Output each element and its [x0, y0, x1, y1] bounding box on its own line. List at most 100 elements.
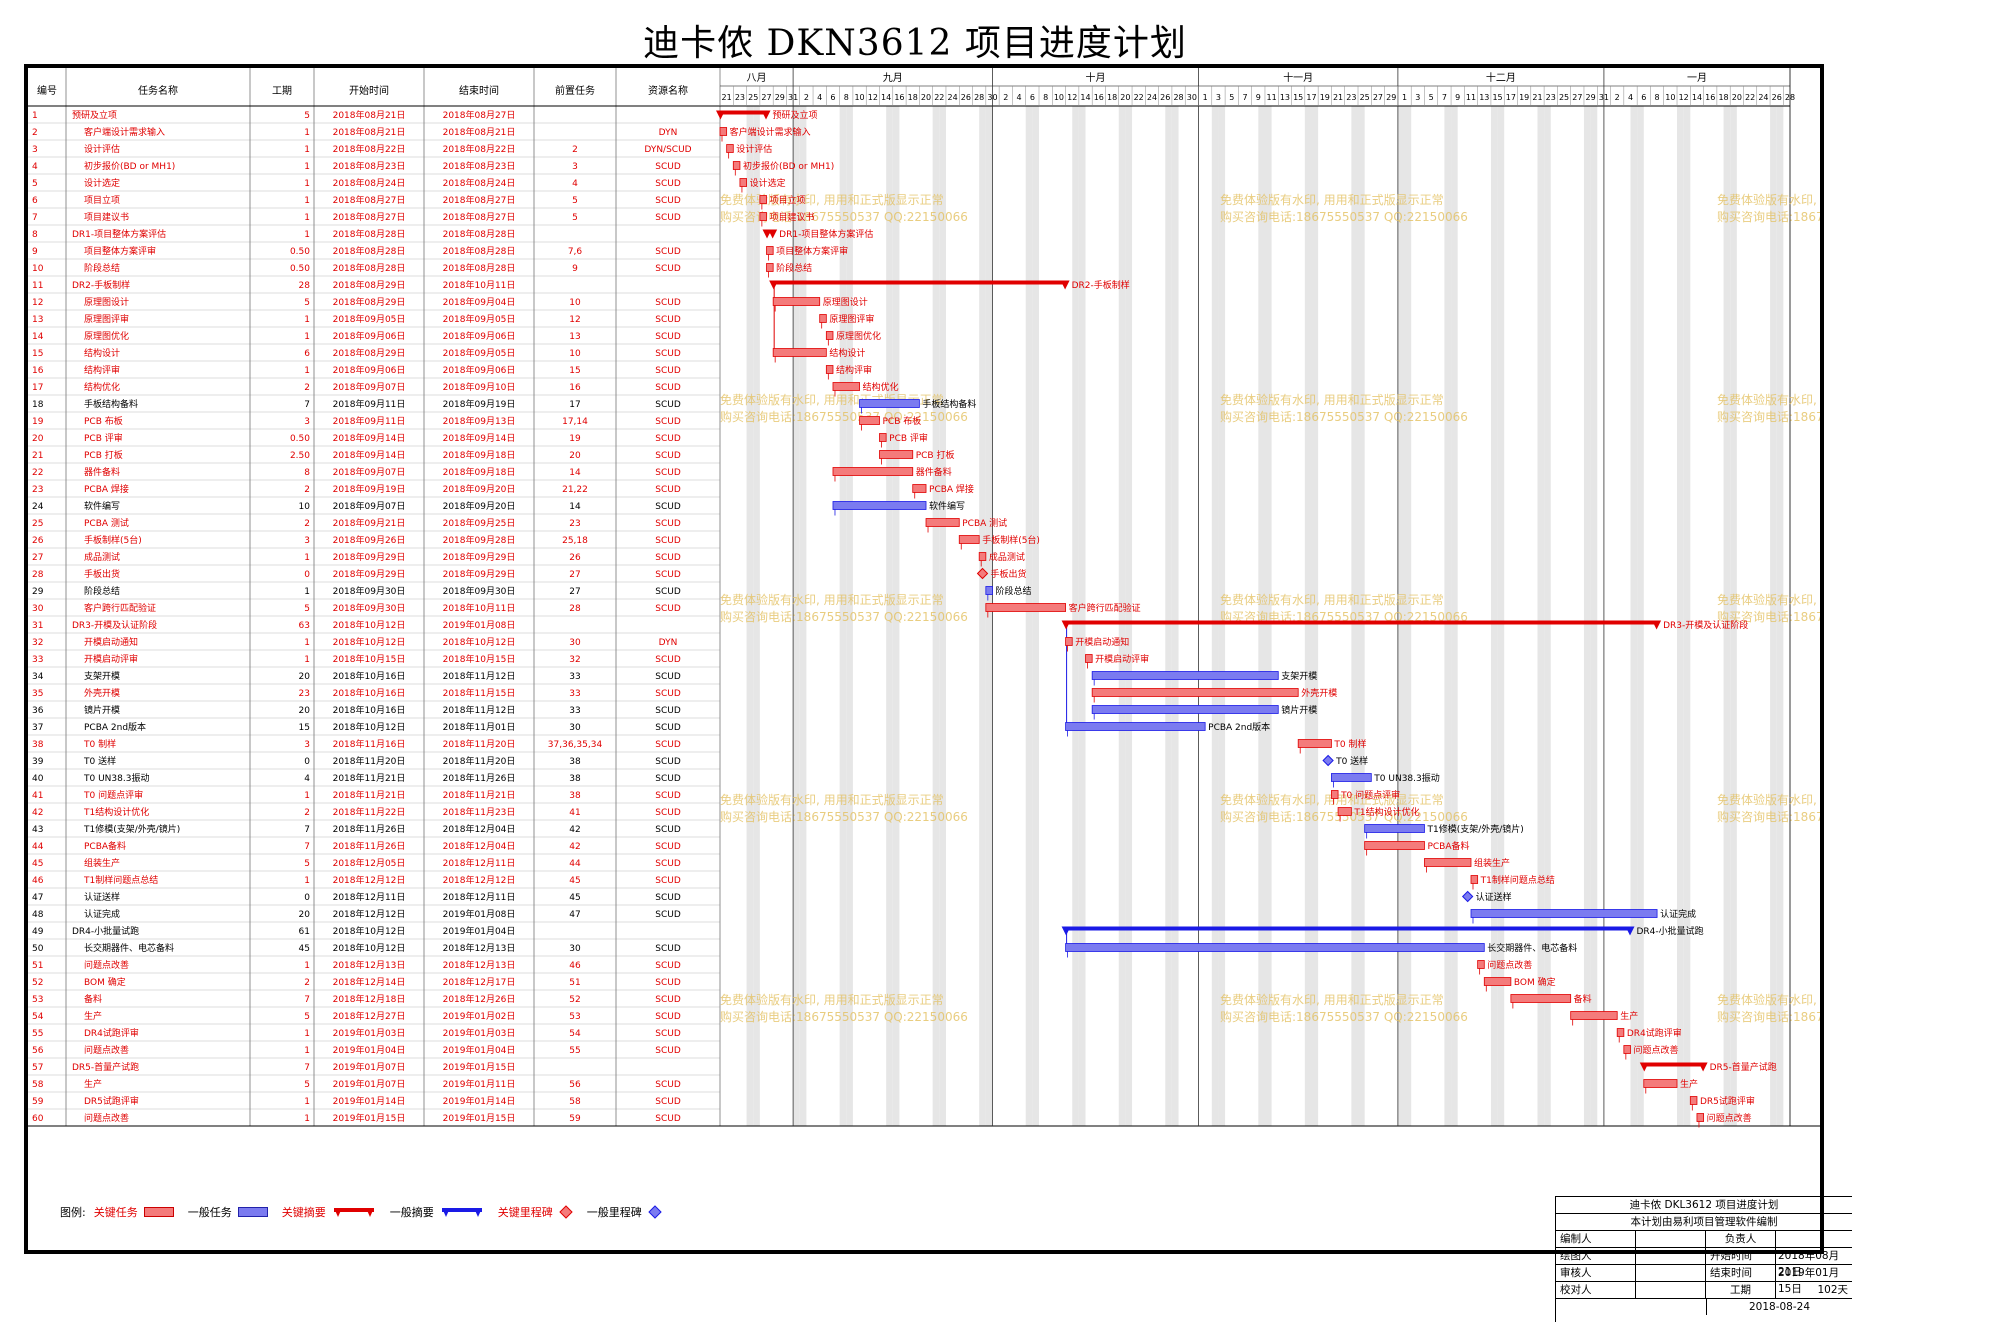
bar-label: 原理图评审 [829, 313, 874, 325]
cell-end: 2018年08月23日 [443, 160, 516, 172]
cell-end: 2018年08月24日 [443, 177, 516, 189]
cell-start: 2018年10月15日 [333, 653, 406, 665]
cell-predecessor: 58 [569, 1097, 581, 1107]
cell-id: 41 [32, 791, 43, 801]
cell-start: 2018年12月13日 [333, 959, 406, 971]
cell-task-name: DR4-小批量试跑 [72, 925, 139, 937]
cell-duration: 28 [299, 281, 311, 291]
task-bar [1091, 688, 1299, 697]
cell-end: 2018年11月26日 [443, 772, 516, 784]
summary-bar [773, 280, 1066, 285]
cell-id: 31 [32, 621, 43, 631]
cell-start: 2018年11月20日 [333, 755, 406, 767]
cell-predecessor: 27 [569, 587, 580, 597]
cell-resource: DYN [659, 638, 678, 648]
cell-start: 2018年09月06日 [333, 364, 406, 376]
cell-end: 2018年09月05日 [443, 347, 516, 359]
task-bar [958, 535, 980, 544]
day-label: 5 [1229, 93, 1234, 102]
task-bar [1477, 960, 1485, 969]
watermark-line: 免费体验版有水印, 用用和正式版显示正常 [1220, 392, 1444, 407]
bar-label: T0 问题点评审 [1340, 789, 1400, 801]
day-label: 12 [1067, 93, 1077, 102]
cell-resource: SCUD [655, 468, 681, 478]
bar-label: 开模启动通知 [1075, 636, 1129, 648]
cell-predecessor: 33 [569, 672, 580, 682]
cell-start: 2018年10月12日 [333, 636, 406, 648]
cell-duration: 1 [304, 1097, 310, 1107]
cell-predecessor: 38 [569, 791, 581, 801]
cell-id: 60 [32, 1114, 44, 1124]
cell-end: 2018年11月23日 [443, 806, 516, 818]
task-bar [859, 416, 880, 425]
bar-label: T1修模(支架/外壳/镜片) [1426, 823, 1523, 835]
legend-critical-task: 关键任务 [94, 1204, 174, 1220]
summary-end-cap [1625, 926, 1635, 936]
bar-label: 设计评估 [736, 143, 772, 155]
cell-resource: SCUD [655, 383, 681, 393]
cell-id: 5 [32, 179, 38, 189]
info-box: 迪卡侬 DKL3612 项目进度计划 本计划由易利项目管理软件编制 编制人 负责… [1555, 1196, 1852, 1322]
day-label: 12 [868, 93, 878, 102]
normal-task-swatch [237, 1207, 268, 1217]
cell-id: 26 [32, 536, 44, 546]
cell-resource: SCUD [655, 213, 681, 223]
bar-label: 认证完成 [1660, 908, 1696, 920]
cell-start: 2018年08月28日 [333, 228, 406, 240]
cell-id: 4 [32, 162, 38, 172]
cell-resource: SCUD [655, 587, 681, 597]
cell-end: 2019年01月04日 [443, 1044, 516, 1056]
cell-predecessor: 14 [569, 468, 581, 478]
cell-start: 2018年10月12日 [333, 721, 406, 733]
cell-task-name: 预研及立项 [72, 109, 117, 121]
day-label: 3 [1415, 93, 1420, 102]
bar-label: DR1-项目整体方案评估 [779, 228, 873, 240]
task-bar [732, 161, 741, 170]
cell-duration: 5 [304, 298, 310, 308]
cell-task-name: T0 送样 [83, 755, 116, 767]
weekend-shade [1730, 106, 1737, 1126]
cell-predecessor: 17,14 [562, 417, 588, 427]
cell-task-name: 结构设计 [84, 347, 120, 359]
cell-start: 2018年08月24日 [333, 177, 406, 189]
cell-predecessor: 2 [572, 145, 578, 155]
task-bar [1510, 994, 1572, 1003]
column-header: 编号 [37, 84, 57, 97]
cell-predecessor: 38 [569, 774, 581, 784]
month-label: 十月 [1085, 71, 1105, 84]
cell-start: 2018年08月29日 [333, 279, 406, 291]
bar-label: 组装生产 [1474, 857, 1510, 869]
bar-label: 软件编写 [929, 500, 965, 512]
cell-end: 2018年12月11日 [443, 891, 516, 903]
bar-label: 问题点改善 [1633, 1044, 1678, 1056]
cell-id: 43 [32, 825, 43, 835]
cell-task-name: PCBA 测试 [84, 517, 129, 529]
cell-start: 2018年09月21日 [333, 517, 406, 529]
day-label: 20 [921, 93, 931, 102]
info-key: 校对人 [1556, 1282, 1636, 1298]
cell-id: 7 [32, 213, 38, 223]
cell-predecessor: 30 [569, 638, 581, 648]
cell-end: 2018年11月20日 [443, 755, 516, 767]
cell-start: 2018年10月12日 [333, 925, 406, 937]
info-key: 负责人 [1706, 1231, 1776, 1247]
day-label: 18 [1107, 93, 1117, 102]
cell-id: 45 [32, 859, 43, 869]
cell-duration: 1 [304, 1114, 310, 1124]
cell-id: 46 [32, 876, 44, 886]
cell-end: 2019年01月03日 [443, 1027, 516, 1039]
cell-predecessor: 9 [572, 264, 578, 274]
task-bar [1696, 1113, 1705, 1122]
bar-label: 长交期器件、电芯备料 [1487, 942, 1577, 954]
day-label: 28 [974, 93, 984, 102]
cell-predecessor: 3 [572, 162, 578, 172]
cell-predecessor: 26 [569, 553, 581, 563]
bar-label: 客户跨行匹配验证 [1069, 602, 1141, 614]
watermark-line: 购买咨询电话:18675550537 QQ:22150066 [1220, 409, 1468, 424]
watermark-line: 免费体验版有水印, 用用和正式版显示正常 [720, 992, 944, 1007]
weekend-shade [1590, 106, 1598, 1126]
weekend-shade [1125, 106, 1133, 1126]
weekend-shade [1723, 106, 1731, 1126]
day-label: 17 [1506, 93, 1516, 102]
weekend-shade [1451, 106, 1458, 1126]
